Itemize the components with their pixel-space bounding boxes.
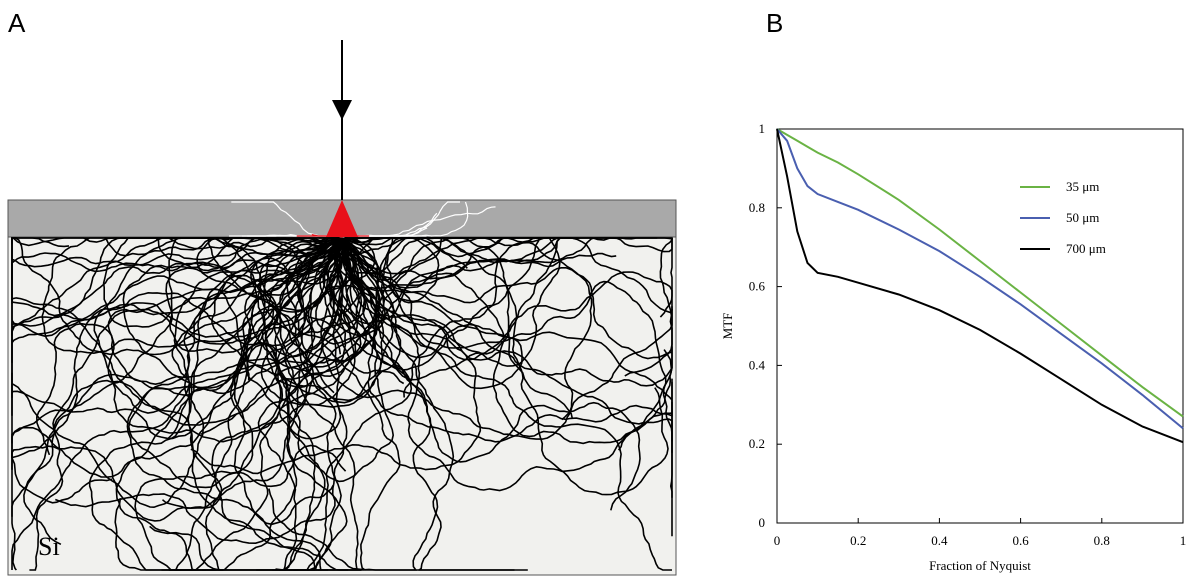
panel-label: A <box>8 8 26 38</box>
track <box>164 236 343 250</box>
panel-b: B 0 0.2 0.4 0.6 0.8 1 0 0.2 0.4 0.6 0.8 1 Fraction o… <box>720 8 1186 573</box>
x-tick-label: 0.2 <box>850 533 866 548</box>
track <box>11 236 343 363</box>
track <box>11 236 343 504</box>
x-tick-label: 0.6 <box>1012 533 1029 548</box>
panel-label: B <box>766 8 783 38</box>
series-line <box>776 128 1184 444</box>
track <box>341 236 561 367</box>
track <box>341 236 673 361</box>
y-axis-label: MTF <box>720 313 735 340</box>
y-tick-label: 0.2 <box>749 436 765 451</box>
track <box>328 236 673 381</box>
track <box>127 236 347 489</box>
track <box>293 236 349 571</box>
legend-label: 35 μm <box>1066 179 1099 194</box>
track <box>11 236 343 571</box>
y-tick-label: 0 <box>759 515 766 530</box>
x-tick-label: 0.4 <box>931 533 948 548</box>
track <box>55 236 343 545</box>
panel-a: A Si <box>7 8 677 576</box>
track <box>11 236 343 440</box>
track <box>11 236 343 321</box>
track <box>11 236 343 509</box>
material-label: Si <box>38 532 60 561</box>
track <box>11 236 362 389</box>
track <box>294 237 573 419</box>
legend-label: 50 μm <box>1066 210 1099 225</box>
track <box>341 236 672 571</box>
track <box>174 237 343 571</box>
entry-cone <box>326 200 358 237</box>
plot-frame <box>776 128 1184 524</box>
track <box>173 236 362 571</box>
track <box>341 236 673 492</box>
x-tick-label: 0 <box>774 533 781 548</box>
track <box>341 236 641 511</box>
track <box>29 236 343 571</box>
track <box>190 236 482 475</box>
track <box>11 236 381 443</box>
x-tick-label: 1 <box>1180 533 1187 548</box>
track <box>168 236 343 394</box>
electron-tracks <box>11 201 673 571</box>
track <box>104 236 399 272</box>
track <box>114 236 347 571</box>
track <box>35 236 377 456</box>
legend-label: 700 μm <box>1066 241 1106 256</box>
y-tick-label: 0.4 <box>749 357 766 372</box>
track <box>172 236 367 440</box>
y-tick-label: 0.6 <box>749 279 766 294</box>
x-tick-label: 0.8 <box>1094 533 1110 548</box>
series-line <box>776 128 1184 418</box>
series-line <box>776 128 1184 430</box>
track <box>115 236 343 571</box>
track <box>134 236 344 571</box>
y-tick-label: 0.8 <box>749 200 765 215</box>
x-axis-label: Fraction of Nyquist <box>929 558 1031 573</box>
arrow-head <box>332 100 352 120</box>
track <box>321 236 673 440</box>
y-tick-label: 1 <box>759 121 766 136</box>
